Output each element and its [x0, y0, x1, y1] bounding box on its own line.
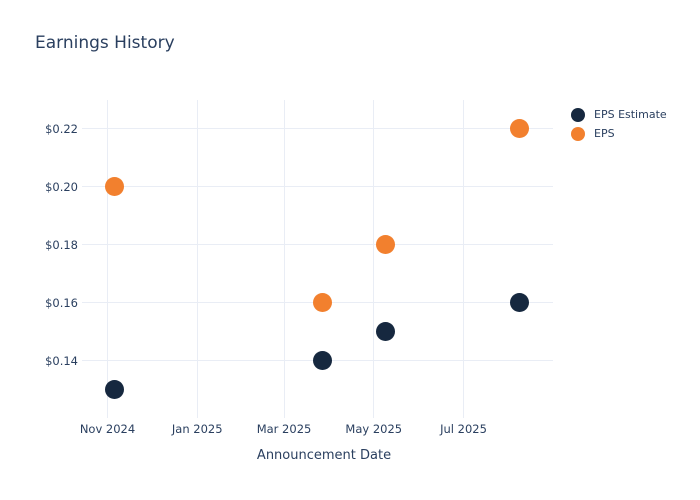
x-gridline: [107, 100, 108, 418]
y-tick-label: $0.18: [45, 237, 78, 252]
eps-estimate-legend-marker-icon: [571, 107, 585, 122]
x-tick-label: Jul 2025: [440, 422, 487, 436]
x-gridline: [196, 100, 198, 418]
eps-point[interactable]: [509, 119, 529, 139]
legend-item-label: EPS Estimate: [594, 108, 667, 121]
legend-item-label: EPS: [594, 127, 615, 140]
x-gridline: [463, 100, 464, 418]
x-tick-label: Nov 2024: [79, 422, 136, 436]
y-tick-label: $0.22: [45, 121, 78, 136]
legend: EPS Estimate EPS: [571, 105, 667, 143]
legend-item-eps[interactable]: EPS: [571, 124, 667, 143]
x-tick-label: May 2025: [345, 422, 403, 436]
legend-item-eps-estimate[interactable]: EPS Estimate: [571, 105, 667, 124]
y-tick-label: $0.14: [45, 353, 78, 368]
y-tick-label: $0.20: [45, 179, 78, 194]
y-gridline: [82, 186, 553, 188]
y-gridline: [82, 244, 553, 246]
x-gridline: [373, 100, 375, 418]
eps-estimate-point[interactable]: [376, 322, 396, 342]
chart-title: Earnings History: [35, 33, 175, 53]
eps-estimate-point[interactable]: [312, 351, 332, 371]
x-tick-label: Jan 2025: [171, 422, 223, 436]
x-tick-label: Mar 2025: [256, 422, 312, 436]
eps-point[interactable]: [312, 293, 332, 313]
x-axis-title: Announcement Date: [256, 448, 392, 463]
eps-point[interactable]: [376, 235, 396, 255]
y-tick-label: $0.16: [45, 295, 78, 310]
y-gridline: [82, 128, 553, 130]
eps-estimate-point[interactable]: [509, 293, 529, 313]
x-gridline: [283, 100, 285, 418]
eps-legend-marker-icon: [571, 126, 585, 141]
eps-estimate-point[interactable]: [105, 380, 125, 400]
eps-point[interactable]: [105, 177, 125, 197]
